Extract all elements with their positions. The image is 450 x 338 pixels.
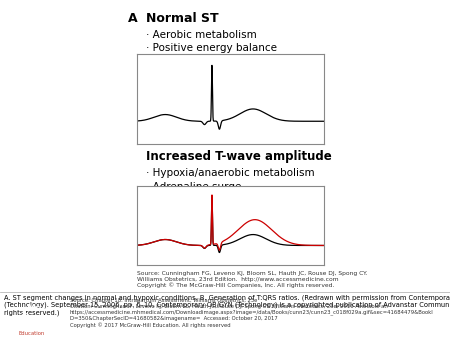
Text: A. ST segment changes in normal and hypoxic conditions. B. Generation of T:QRS r: A. ST segment changes in normal and hypo… [4,294,450,316]
Text: Graw: Graw [21,313,47,322]
Text: Mc: Mc [27,304,41,313]
Text: Source: Cunningham FG, Leveno KJ, Bloom SL, Hauth JC, Rouse DJ, Spong CY.
Willia: Source: Cunningham FG, Leveno KJ, Bloom … [137,271,368,288]
Text: A: A [128,12,138,25]
Text: Education: Education [18,331,45,336]
Text: · Aerobic metabolism: · Aerobic metabolism [146,30,257,40]
Text: Normal ST: Normal ST [146,12,219,25]
Text: Increased T-wave amplitude: Increased T-wave amplitude [146,150,332,163]
Text: · Adrenaline surge: · Adrenaline surge [146,182,242,192]
Text: · Positive energy balance: · Positive energy balance [146,43,277,53]
Text: Source: Chapter 18. Intrapartum Assessment, Williams Obstetrics, 23e
Citation: C: Source: Chapter 18. Intrapartum Assessme… [70,298,433,328]
Text: Hill: Hill [26,322,42,331]
Text: · Hypoxia/anaerobic metabolism: · Hypoxia/anaerobic metabolism [146,168,315,178]
